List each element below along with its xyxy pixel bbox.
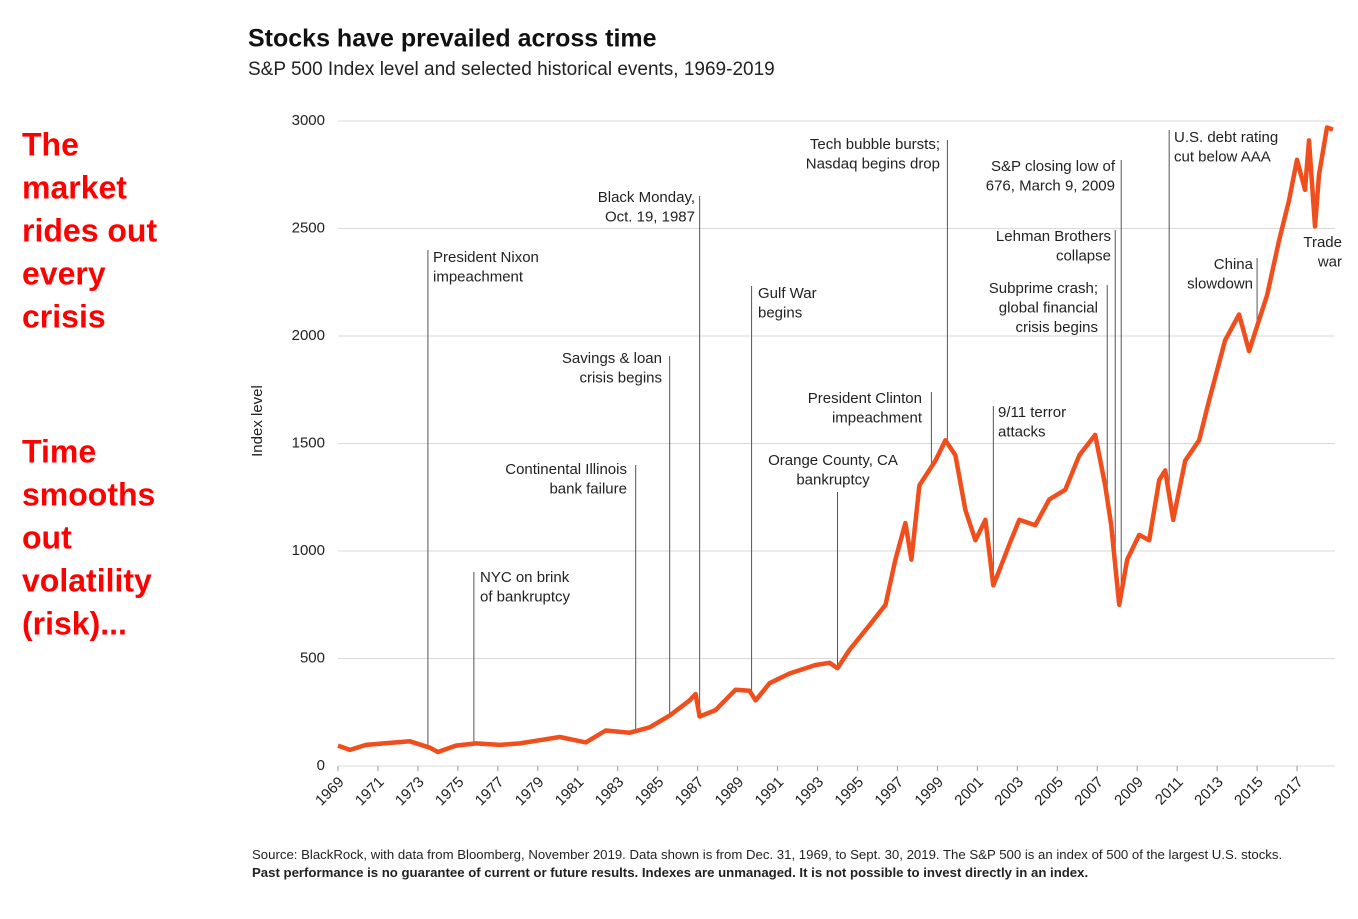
y-axis-label: Index level bbox=[249, 385, 266, 457]
x-tick-label: 1991 bbox=[752, 774, 788, 810]
side-note: volatility bbox=[22, 562, 152, 598]
annotation-text: war bbox=[1317, 253, 1342, 270]
annotation-text: Tech bubble bursts; bbox=[810, 136, 940, 153]
annotation-text: Nasdaq begins drop bbox=[806, 155, 940, 172]
chart-title: Stocks have prevailed across time bbox=[248, 25, 657, 53]
annotation-text: crisis begins bbox=[579, 369, 662, 386]
x-tick-label: 1985 bbox=[632, 774, 668, 810]
y-tick-label: 3000 bbox=[292, 112, 325, 129]
y-tick-label: 0 bbox=[317, 757, 325, 774]
x-tick-label: 1975 bbox=[432, 774, 468, 810]
x-tick-label: 2001 bbox=[951, 774, 987, 810]
x-tick-label: 1987 bbox=[672, 774, 708, 810]
y-tick-label: 2500 bbox=[292, 219, 325, 236]
annotation-text: attacks bbox=[998, 423, 1046, 440]
annotation-text: U.S. debt rating bbox=[1174, 129, 1278, 146]
annotation-text: impeachment bbox=[433, 268, 524, 285]
side-note: market bbox=[22, 169, 127, 205]
annotation-text: Oct. 19, 1987 bbox=[605, 208, 695, 225]
disclaimer: Past performance is no guarantee of curr… bbox=[252, 865, 1089, 880]
annotation-text: bank failure bbox=[549, 480, 627, 497]
x-tick-label: 1995 bbox=[831, 774, 867, 810]
annotation-text: NYC on brink bbox=[480, 569, 570, 586]
annotation-text: 9/11 terror bbox=[998, 404, 1066, 421]
x-tick-label: 2003 bbox=[991, 774, 1027, 810]
side-note: Time bbox=[22, 433, 96, 469]
annotation-text: Orange County, CA bbox=[768, 452, 898, 469]
x-tick-label: 1999 bbox=[911, 774, 947, 810]
side-note: The bbox=[22, 126, 79, 162]
x-tick-label: 2015 bbox=[1231, 774, 1267, 810]
x-tick-label: 1989 bbox=[712, 774, 748, 810]
annotation-text: Trade bbox=[1303, 234, 1342, 251]
x-tick-label: 2009 bbox=[1111, 774, 1147, 810]
annotation-text: S&P closing low of bbox=[991, 158, 1116, 175]
y-tick-label: 1000 bbox=[292, 542, 325, 559]
annotation-text: Subprime crash; bbox=[989, 280, 1098, 297]
annotation-text: Savings & loan bbox=[562, 350, 662, 367]
source-text: Source: BlackRock, with data from Bloomb… bbox=[252, 847, 1283, 862]
x-tick-label: 1979 bbox=[512, 774, 548, 810]
annotation-text: collapse bbox=[1056, 247, 1111, 264]
x-tick-label: 2013 bbox=[1191, 774, 1227, 810]
x-tick-label: 2007 bbox=[1071, 774, 1107, 810]
annotation-text: Lehman Brothers bbox=[996, 228, 1111, 245]
side-note: every bbox=[22, 255, 106, 291]
annotation-text: 676, March 9, 2009 bbox=[986, 177, 1115, 194]
side-note: out bbox=[22, 519, 72, 555]
annotation-text: slowdown bbox=[1187, 275, 1253, 292]
x-tick-label: 1977 bbox=[472, 774, 508, 810]
y-tick-label: 2000 bbox=[292, 327, 325, 344]
annotation-text: of bankruptcy bbox=[480, 588, 571, 605]
annotation-text: impeachment bbox=[832, 409, 923, 426]
data-line bbox=[337, 125, 1334, 755]
annotation-text: begins bbox=[758, 304, 802, 321]
annotation-text: Continental Illinois bbox=[505, 461, 627, 478]
x-tick-label: 1973 bbox=[392, 774, 428, 810]
annotation-text: Black Monday, bbox=[598, 189, 695, 206]
side-note: smooths bbox=[22, 476, 155, 512]
x-tick-label: 1971 bbox=[352, 774, 388, 810]
x-tick-label: 1969 bbox=[312, 774, 348, 810]
side-note: crisis bbox=[22, 298, 106, 334]
annotation-text: bankruptcy bbox=[796, 471, 870, 488]
x-tick-label: 1993 bbox=[792, 774, 828, 810]
annotation-text: President Clinton bbox=[808, 390, 922, 407]
x-tick-label: 2005 bbox=[1031, 774, 1067, 810]
annotation-text: global financial bbox=[999, 299, 1098, 316]
annotation-text: Gulf War bbox=[758, 285, 817, 302]
side-note: (risk)... bbox=[22, 605, 127, 641]
chart-subtitle: S&P 500 Index level and selected histori… bbox=[248, 59, 775, 80]
x-tick-label: 2011 bbox=[1152, 774, 1187, 809]
annotation-text: crisis begins bbox=[1015, 319, 1098, 336]
y-tick-label: 1500 bbox=[292, 434, 325, 451]
x-tick-label: 1983 bbox=[592, 774, 628, 810]
y-tick-label: 500 bbox=[300, 649, 325, 666]
annotation-text: China bbox=[1214, 256, 1254, 273]
annotation-text: cut below AAA bbox=[1174, 148, 1271, 165]
x-tick-label: 1997 bbox=[871, 774, 907, 810]
side-note: rides out bbox=[22, 212, 157, 248]
x-tick-label: 2017 bbox=[1271, 774, 1307, 810]
x-tick-label: 1981 bbox=[552, 774, 588, 810]
source-note: Source: BlackRock, with data from Bloomb… bbox=[252, 846, 1292, 882]
annotation-text: President Nixon bbox=[433, 249, 539, 266]
